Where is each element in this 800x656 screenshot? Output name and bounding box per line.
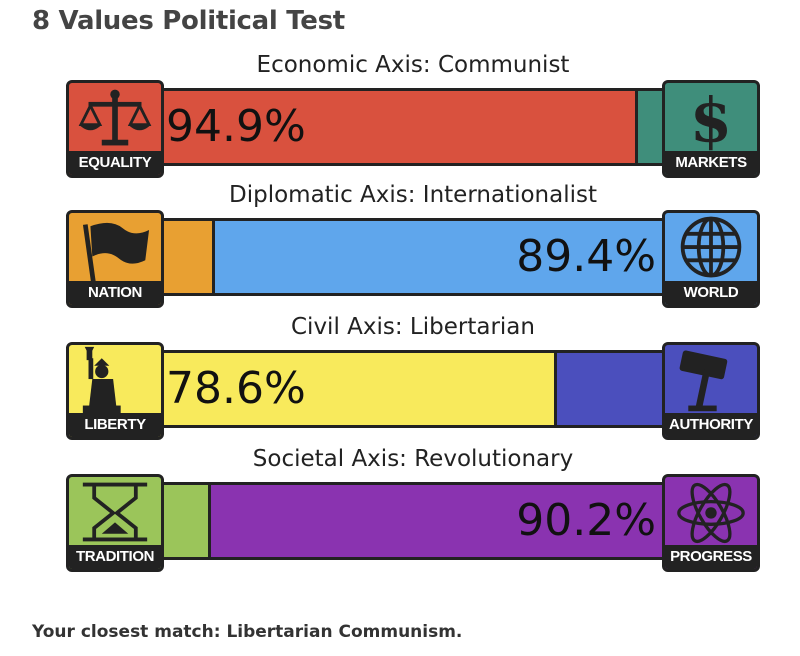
bar-divider	[554, 353, 557, 425]
page-title: 8 Values Political Test	[32, 6, 345, 36]
axis-row: Societal Axis: Revolutionary 90.2% TRADITI…	[66, 446, 760, 572]
badge-caption: MARKETS	[665, 151, 757, 175]
axis-label: Societal Axis: Revolutionary	[252, 446, 574, 472]
bar-fill-right	[555, 353, 662, 425]
bar-fill-right	[209, 485, 662, 557]
bar-fill-left	[160, 221, 213, 293]
badge-caption: TRADITION	[69, 545, 161, 569]
right-value-badge: $ MARKETS	[662, 80, 760, 178]
axis-bar: 89.4%	[160, 218, 662, 296]
axis-row: Diplomatic Axis: Internationalist 89.4% NA…	[66, 182, 760, 308]
percent-label: 78.6%	[166, 363, 306, 414]
percent-label: 90.2%	[516, 495, 656, 546]
left-value-badge: LIBERTY	[66, 342, 164, 440]
axis-label: Diplomatic Axis: Internationalist	[229, 182, 597, 208]
left-value-badge: TRADITION	[66, 474, 164, 572]
axis-label: Civil Axis: Libertarian	[291, 314, 535, 340]
badge-caption: WORLD	[665, 281, 757, 305]
bar-divider	[208, 485, 211, 557]
bar-fill-left	[160, 485, 209, 557]
axis-row: Economic Axis: Communist 94.9% EQUALITY $ MA…	[66, 52, 760, 178]
axis-bar: 78.6%	[160, 350, 662, 428]
bar-fill-right	[636, 91, 662, 163]
badge-caption: AUTHORITY	[665, 413, 757, 437]
badge-caption: PROGRESS	[665, 545, 757, 569]
closest-match-text: Your closest match: Libertarian Communis…	[32, 622, 463, 642]
percent-label: 89.4%	[516, 231, 656, 282]
bar-fill-left	[160, 353, 555, 425]
badge-caption: EQUALITY	[69, 151, 161, 175]
axis-row: Civil Axis: Libertarian 78.6% LIBERTY AUTHO…	[66, 314, 760, 440]
axis-bar: 94.9%	[160, 88, 662, 166]
axis-bar: 90.2%	[160, 482, 662, 560]
bar-divider	[635, 91, 638, 163]
left-value-badge: NATION	[66, 210, 164, 308]
axis-label: Economic Axis: Communist	[256, 52, 570, 78]
svg-text:$: $	[690, 86, 732, 153]
badge-caption: LIBERTY	[69, 413, 161, 437]
right-value-badge: AUTHORITY	[662, 342, 760, 440]
badge-caption: NATION	[69, 281, 161, 305]
right-value-badge: WORLD	[662, 210, 760, 308]
bar-fill-right	[213, 221, 662, 293]
percent-label: 94.9%	[166, 101, 306, 152]
right-value-badge: PROGRESS	[662, 474, 760, 572]
left-value-badge: EQUALITY	[66, 80, 164, 178]
bar-divider	[212, 221, 215, 293]
bar-fill-left	[160, 91, 636, 163]
